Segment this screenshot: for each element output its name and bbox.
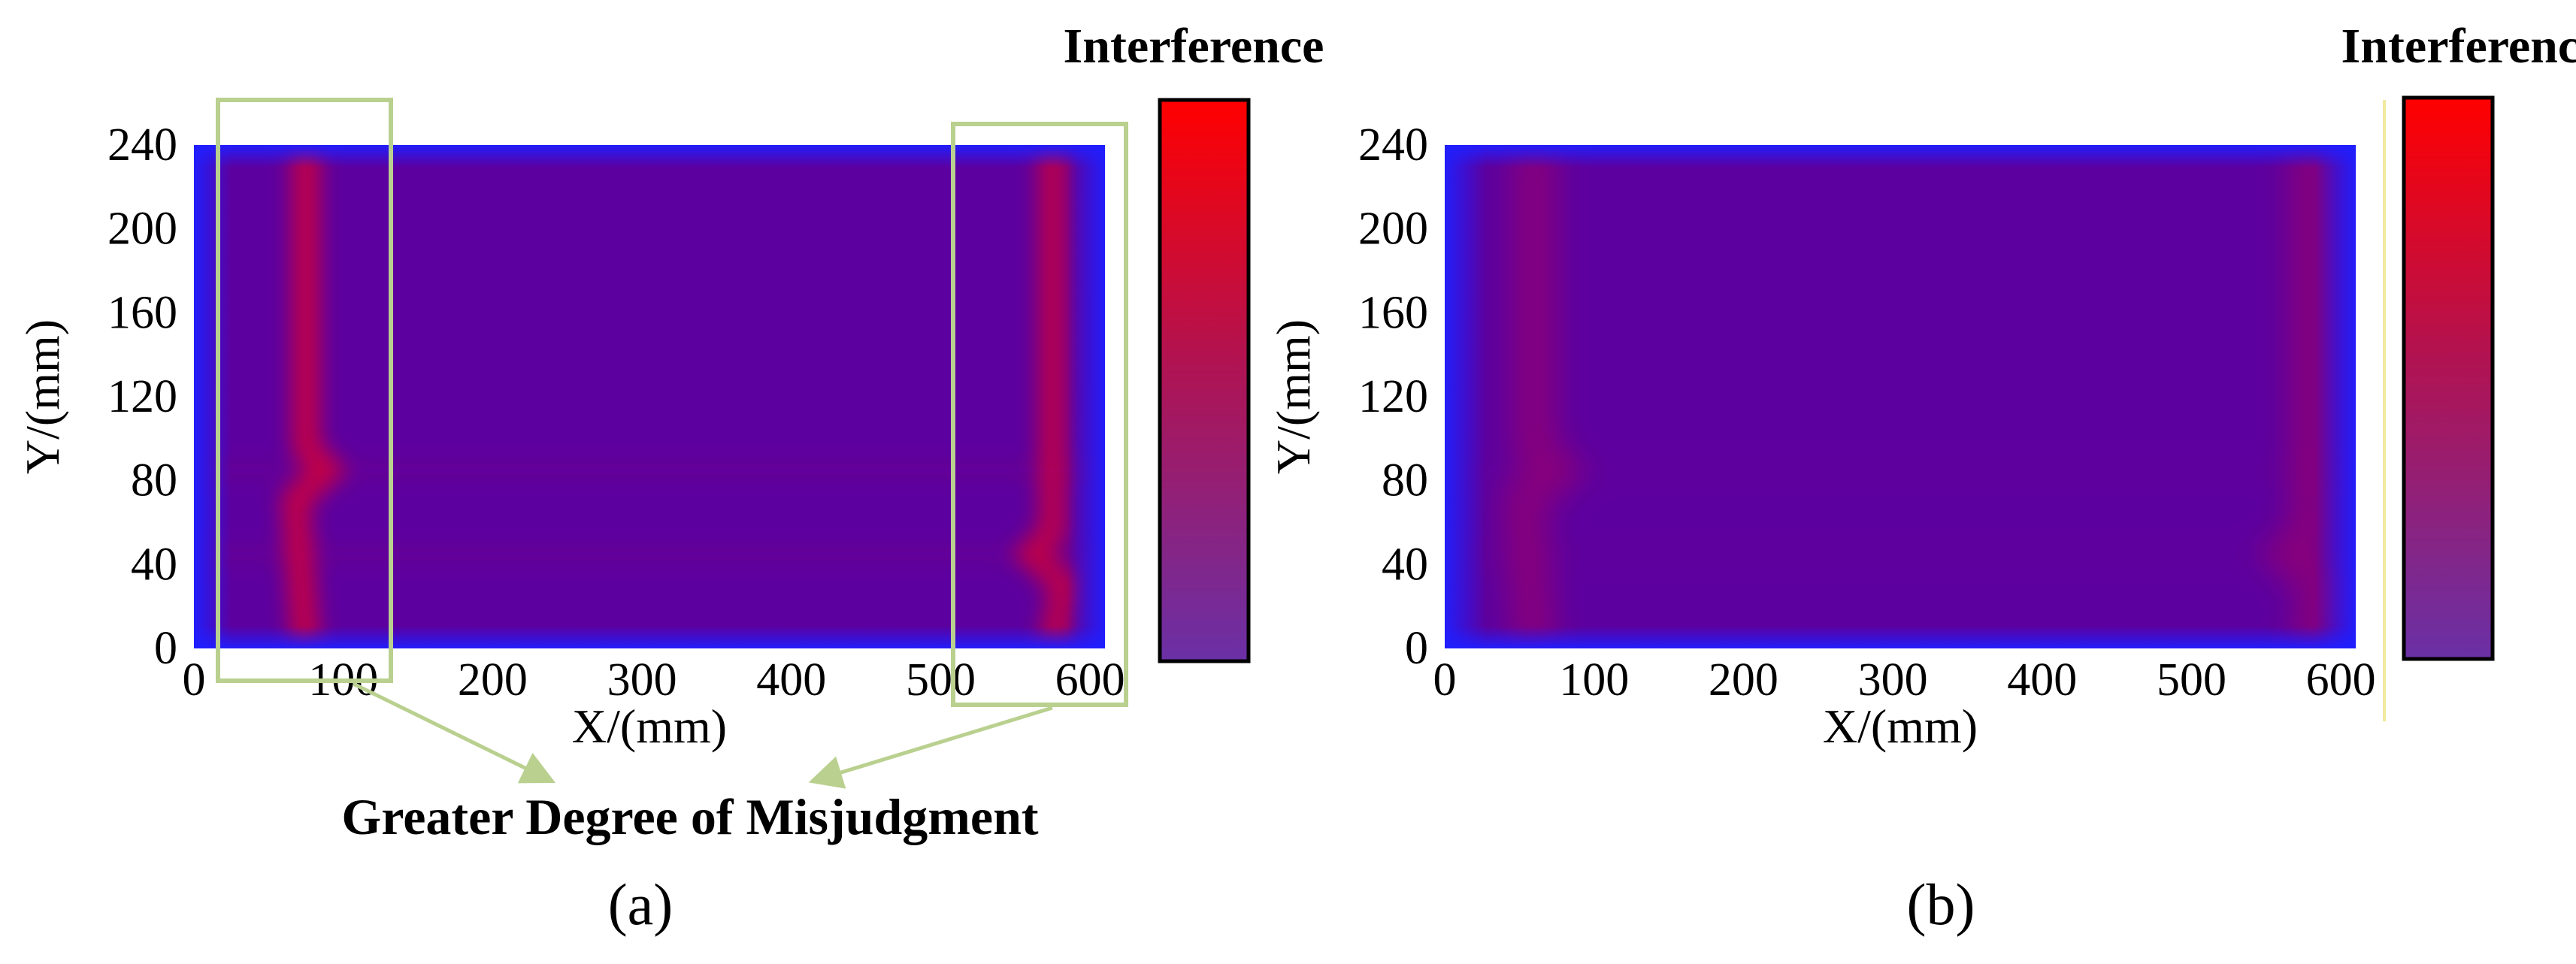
y-tick-label: 40 xyxy=(1382,539,1428,590)
x-tick-label: 500 xyxy=(906,654,976,706)
y-tick-label: 120 xyxy=(1358,371,1428,422)
highlight-box-right xyxy=(951,122,1128,707)
x-tick-label: 0 xyxy=(1433,654,1457,706)
interference-streak xyxy=(194,546,1105,562)
y-tick-label: 240 xyxy=(1358,119,1428,171)
interference-streak xyxy=(1445,546,2356,562)
x-axis-label: X/(mm) xyxy=(1823,700,1978,753)
panel-label-b: (b) xyxy=(1907,872,1975,937)
y-tick-label: 0 xyxy=(154,623,177,674)
y-tick-label: 160 xyxy=(107,287,177,338)
arrow-left xyxy=(352,681,556,784)
interference-hot-band xyxy=(1500,145,1588,648)
heatmap-field-a xyxy=(194,145,1105,648)
x-tick-label: 0 xyxy=(183,654,206,706)
heatmap-top-edge xyxy=(194,145,1105,168)
x-tick-label: 400 xyxy=(2007,654,2077,706)
x-axis-label: X/(mm) xyxy=(572,700,727,753)
x-tick-label: 600 xyxy=(1055,654,1125,706)
x-tick-label: 300 xyxy=(1858,654,1928,706)
panel-label-a: (a) xyxy=(608,872,674,937)
heatmap-right-edge xyxy=(1067,145,1105,648)
x-tick-label: 300 xyxy=(607,654,677,706)
heatmap-top-edge xyxy=(1445,145,2356,168)
x-tick-label: 400 xyxy=(756,654,826,706)
heatmap-field-b xyxy=(1445,145,2356,648)
y-axis-label: Y/(mm) xyxy=(1267,319,1320,474)
y-tick-label: 0 xyxy=(1405,623,1428,674)
interference-streak xyxy=(1445,462,2356,478)
colorbar-a xyxy=(1158,98,1251,663)
heatmap-bottom-edge xyxy=(1445,626,2356,648)
y-tick-label: 80 xyxy=(1382,455,1428,506)
arrow-right xyxy=(808,706,1053,789)
y-tick-label: 120 xyxy=(107,371,177,422)
x-tick-label: 200 xyxy=(458,654,528,706)
y-tick-label: 200 xyxy=(1358,204,1428,255)
highlight-box-left xyxy=(216,98,393,683)
y-tick-label: 240 xyxy=(107,119,177,171)
x-tick-label: 100 xyxy=(1559,654,1629,706)
y-tick-label: 160 xyxy=(1358,287,1428,338)
heatmap-left-edge xyxy=(1445,145,1486,648)
x-tick-label: 200 xyxy=(1709,654,1778,706)
panel-b: 0 100 200 300 400 500 600 0 40 80 120 160 200 240 X/(… xyxy=(1267,19,2576,937)
heatmap-right-edge xyxy=(2314,145,2356,648)
y-axis-label: Y/(mm) xyxy=(16,319,69,474)
colorbar-b xyxy=(2402,95,2495,661)
y-tick-label: 40 xyxy=(131,539,177,590)
annotation-misjudgment: Greater Degree of Misjudgment xyxy=(341,788,1039,845)
heatmap-left-edge xyxy=(194,145,232,648)
colorbar-title-b: Interference xyxy=(2341,19,2576,74)
x-tick-label: 500 xyxy=(2157,654,2226,706)
interference-streak xyxy=(194,462,1105,478)
x-tick-label: 600 xyxy=(2306,654,2376,706)
y-tick-label: 200 xyxy=(107,204,177,255)
y-tick-label: 80 xyxy=(131,455,177,506)
colorbar-title-a: Interference xyxy=(1064,19,1324,74)
heatmap-bottom-edge xyxy=(194,626,1105,648)
